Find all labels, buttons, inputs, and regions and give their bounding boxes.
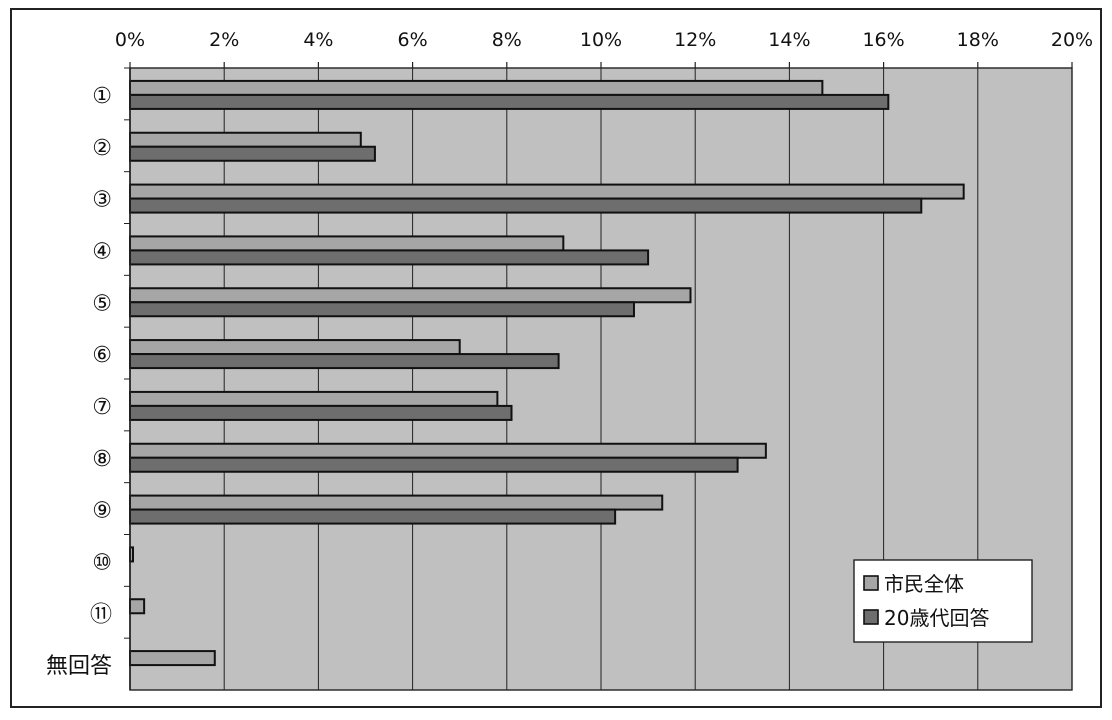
legend: [853, 559, 1033, 643]
x-tick-label: 8%: [492, 29, 522, 51]
bar: [129, 508, 617, 525]
legend-label: 20歳代回答: [884, 606, 989, 630]
x-tick-label: 20%: [1051, 29, 1093, 51]
x-tick-label: 16%: [862, 29, 904, 51]
bar: [129, 598, 146, 615]
category-label: ⑥: [92, 343, 112, 368]
bar: [129, 301, 635, 318]
bar: [129, 456, 739, 473]
bar: [129, 131, 362, 148]
category-label: ⑨: [92, 499, 112, 524]
category-label: ⑩: [92, 550, 112, 575]
x-tick-label: 14%: [768, 29, 810, 51]
bar: [129, 183, 965, 200]
bar: [129, 442, 767, 459]
category-label: ⑤: [92, 291, 112, 316]
bar: [129, 494, 664, 511]
x-tick-label: 18%: [957, 29, 999, 51]
x-tick-label: 0%: [115, 29, 145, 51]
bar: [129, 404, 513, 421]
legend-swatch: [863, 609, 879, 625]
legend-label: 市民全体: [884, 572, 964, 596]
category-label: ⑦: [92, 395, 112, 420]
x-tick-label: 6%: [398, 29, 428, 51]
category-label: ⑪: [90, 602, 112, 627]
x-tick-label: 12%: [674, 29, 716, 51]
bar: [129, 353, 560, 370]
category-label: ⑧: [92, 447, 112, 472]
category-label: ①: [92, 84, 112, 109]
bar: [129, 145, 376, 162]
bar: [129, 287, 692, 304]
bar: [129, 93, 890, 110]
bar: [129, 249, 650, 266]
bar: [129, 650, 216, 667]
x-tick-label: 10%: [580, 29, 622, 51]
category-label: 無回答: [46, 654, 112, 679]
category-label: ④: [92, 239, 112, 264]
category-label: ③: [92, 188, 112, 213]
bar: [129, 197, 923, 214]
x-tick-label: 4%: [303, 29, 333, 51]
bar: [129, 390, 499, 407]
legend-swatch: [863, 575, 879, 591]
bar: [129, 79, 824, 96]
x-tick-label: 2%: [209, 29, 239, 51]
category-label: ②: [92, 136, 112, 161]
bar: [129, 339, 461, 356]
bar: [129, 235, 565, 252]
